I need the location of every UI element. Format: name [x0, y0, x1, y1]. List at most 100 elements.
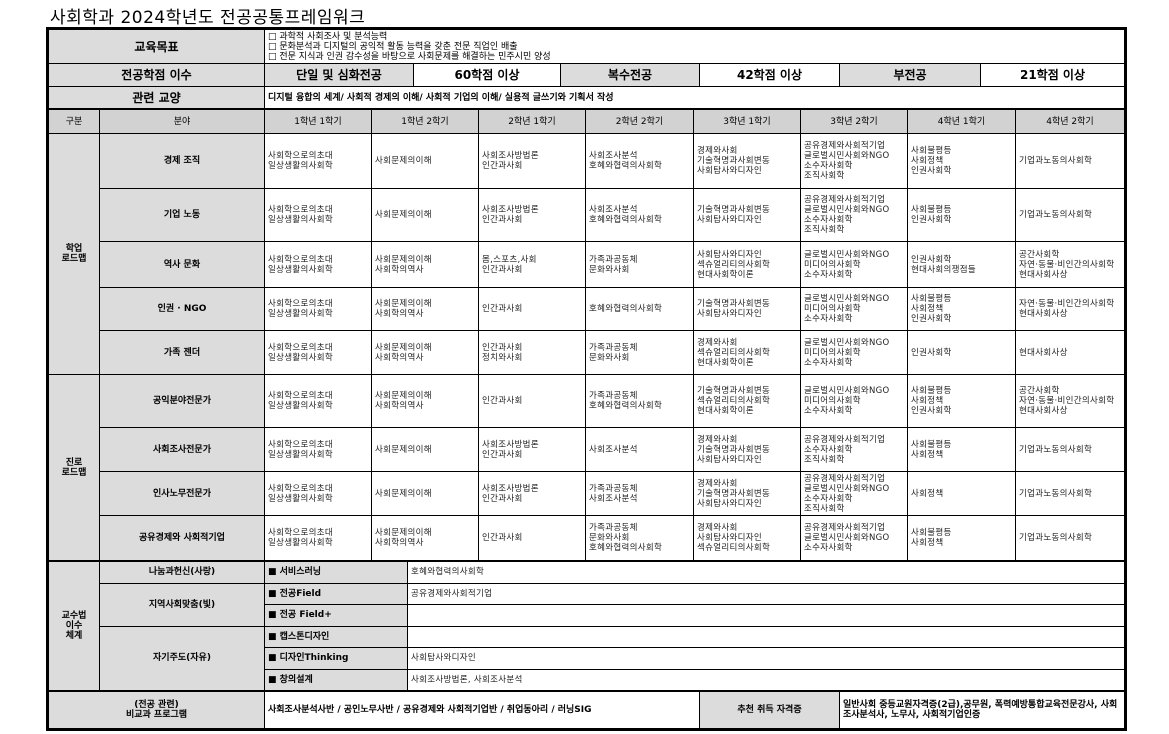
course-cell: 사회탐사와디자인 섹슈얼리티의사회학 현대사회학이론: [693, 241, 801, 288]
course-cell: 사회불평등 사회정책 인권사회학: [907, 133, 1016, 189]
course-cell: 공유경제와사회적기업 글로벌시민사회와NGO 소수자사회학 조직사회학: [800, 133, 908, 189]
course-cell: 기업과노동의사회학: [1015, 427, 1125, 472]
course-cell: 글로벌시민사회와NGO 미디어의사회학 소수자사회학: [800, 287, 908, 331]
course-cell: 경제와사회 섹슈얼리티의사회학 현대사회학이론: [693, 330, 801, 375]
course-cell: 몸,스포츠,사회 인간과사회: [478, 241, 586, 288]
course-cell: 사회문제의이해 사회학의역사: [371, 287, 479, 331]
course-cell: 사회불평등 사회정책: [907, 515, 1016, 561]
course-cell: 사회문제의이해 사회학의역사: [371, 241, 479, 288]
table-row: 사회조사전문가 사회학으로의초대 일상생활의사회학 사회문제의이해 사회조사방법론 인…: [49, 427, 1125, 472]
table-row: 학업 로드맵 경제 조직 사회학으로의초대 일상생활의사회학 사회문제의이해 사회조사방…: [48, 133, 1125, 375]
teaching-courses: 호혜와협력의사회학: [407, 561, 1125, 584]
course-cell: 사회불평등 인권사회학: [907, 188, 1016, 242]
course-cell: 사회문제의이해: [371, 133, 479, 189]
cert-label: 추천 취득 자격증: [699, 691, 840, 729]
credit-type: 부전공: [839, 63, 981, 87]
course-cell: 사회불평등 사회정책: [907, 427, 1016, 472]
table-row: 기업 노동 사회학으로의초대 일상생활의사회학 사회문제의이해 사회조사방법론 인간과…: [49, 188, 1125, 242]
course-cell: 사회문제의이해 사회학의역사: [371, 374, 479, 428]
column-header: 2학년 1학기: [478, 109, 586, 134]
course-cell: 기업과노동의사회학: [1015, 133, 1125, 189]
course-cell: 사회조사분석 호혜와협력의사회학: [585, 188, 694, 242]
course-cell: 호혜와협력의사회학: [585, 287, 694, 331]
course-cell: 사회학으로의초대 일상생활의사회학: [264, 241, 372, 288]
liberal-value: 디지털 융합의 세계/ 사회적 경제의 이해/ 사회적 기업의 이해/ 실용적 …: [264, 86, 1125, 109]
field-label: 기업 노동: [99, 188, 265, 242]
credit-type: 단일 및 심화전공: [264, 63, 414, 87]
section-label: 진로 로드맵: [48, 374, 100, 561]
course-cell: 가족과공동체 문화와사회: [585, 330, 694, 375]
teaching-table: 교수법 이수 체계 나눔과헌신(사랑) ■ 서비스러닝 호혜와협력의사회학 지역사회맞춤…: [48, 561, 1125, 691]
course-cell: 사회문제의이해: [371, 471, 479, 516]
goal-item: □ 문화분석과 디지털의 공익적 활동 능력을 갖춘 전문 직업인 배출: [268, 41, 518, 52]
column-header: 2학년 2학기: [585, 109, 694, 134]
table-row: 인사노무전문가 사회학으로의초대 일상생활의사회학 사회문제의이해 사회조사방법론 인…: [49, 471, 1125, 516]
extra-label: (전공 관련) 비교과 프로그램: [48, 691, 265, 729]
course-cell: 공유경제와사회적기업 소수자사회학 조직사회학: [800, 427, 908, 472]
teaching-method: ■ 디자인Thinking: [264, 647, 408, 670]
course-cell: 사회학으로의초대 일상생활의사회학: [264, 374, 372, 428]
field-label: 역사 문화: [99, 241, 265, 288]
course-cell: 사회조사분석: [585, 427, 694, 472]
course-cell: 공간사회학 자연·동물·비인간의사회학 현대사회사상: [1015, 374, 1125, 428]
teaching-label: 교수법 이수 체계: [48, 561, 100, 691]
course-cell: 글로벌시민사회와NGO 미디어의사회학 소수자사회학: [800, 241, 908, 288]
table-row: 가족 젠더 사회학으로의초대 일상생활의사회학 사회문제의이해 사회학의역사 인간과사…: [49, 330, 1125, 375]
course-cell: 글로벌시민사회와NGO 미디어의사회학 소수자사회학: [800, 330, 908, 375]
course-cell: 사회학으로의초대 일상생활의사회학: [264, 287, 372, 331]
column-header: 분야: [99, 109, 265, 134]
field-label: 사회조사전문가: [99, 427, 265, 472]
teaching-method: ■ 전공 Field+: [264, 604, 408, 627]
course-cell: 가족과공동체 문화와사회: [585, 241, 694, 288]
course-cell: 사회불평등 사회정책 인권사회학: [907, 287, 1016, 331]
course-cell: 사회문제의이해: [371, 188, 479, 242]
course-cell: 가족과공동체 사회조사분석: [585, 471, 694, 516]
teaching-courses: [407, 625, 1125, 648]
course-cell: 사회조사방법론 인간과사회: [478, 471, 586, 516]
course-cell: 사회문제의이해 사회학의역사: [371, 515, 479, 561]
credits-label: 전공학점 이수: [48, 63, 265, 87]
course-cell: 기술혁명과사회변동 사회탐사와디자인: [693, 188, 801, 242]
column-header: 구분: [48, 109, 100, 134]
liberal-label: 관련 교양: [48, 86, 265, 109]
teaching-courses: [407, 604, 1125, 627]
table-row: 공유경제와 사회적기업 사회학으로의초대 일상생활의사회학 사회문제의이해 사회학의…: [49, 515, 1125, 561]
course-cell: 기업과노동의사회학: [1015, 471, 1125, 516]
table-row: 진로 로드맵 공익분야전문가 사회학으로의초대 일상생활의사회학 사회문제의이해 사회…: [48, 374, 1125, 561]
course-cell: 기술혁명과사회변동 섹슈얼리티의사회학 현대사회학이론: [693, 374, 801, 428]
goals-list: □ 과학적 사회조사 및 분석능력 □ 문화분석과 디지털의 공익적 활동 능력을…: [264, 29, 1125, 64]
table-row: 역사 문화 사회학으로의초대 일상생활의사회학 사회문제의이해 사회학의역사 몸,스포…: [49, 241, 1125, 288]
teaching-group: 나눔과헌신(사랑): [99, 561, 265, 584]
field-label: 공유경제와 사회적기업: [99, 515, 265, 561]
course-cell: 자연·동물·비인간의사회학 현대사회사상: [1015, 287, 1125, 331]
course-cell: 인간과사회: [478, 374, 586, 428]
course-cell: 사회조사방법론 인간과사회: [478, 427, 586, 472]
teaching-courses: 사회조사방법론, 사회조사분석: [407, 668, 1125, 691]
goals-label: 교육목표: [48, 29, 265, 64]
course-cell: 경제와사회 사회탐사와디자인 섹슈얼리티의사회학: [693, 515, 801, 561]
course-cell: 기술혁명과사회변동 사회탐사와디자인: [693, 287, 801, 331]
extra-table: (전공 관련) 비교과 프로그램 사회조사분석사반 / 공인노무사반 / 공유경…: [48, 691, 1125, 729]
summary-table: 교육목표 □ 과학적 사회조사 및 분석능력 □ 문화분석과 디지털의 공익적 활…: [48, 29, 1125, 109]
page-title: 사회학과 2024학년도 전공공통프레임워크: [50, 8, 366, 28]
course-cell: 사회학으로의초대 일상생활의사회학: [264, 515, 372, 561]
field-label: 인사노무전문가: [99, 471, 265, 516]
credit-type: 복수전공: [560, 63, 700, 87]
course-cell: 사회학으로의초대 일상생활의사회학: [264, 427, 372, 472]
course-cell: 사회정책: [907, 471, 1016, 516]
teaching-method: ■ 서비스러닝: [264, 561, 408, 584]
course-cell: 사회문제의이해 사회학의역사: [371, 330, 479, 375]
course-cell: 공유경제와사회적기업 글로벌시민사회와NGO 소수자사회학: [800, 515, 908, 561]
table-row: 인권 · NGO 사회학으로의초대 일상생활의사회학 사회문제의이해 사회학의역사 인…: [49, 287, 1125, 331]
course-cell: 사회불평등 사회정책 인권사회학: [907, 374, 1016, 428]
course-cell: 사회학으로의초대 일상생활의사회학: [264, 188, 372, 242]
column-header: 4학년 1학기: [907, 109, 1016, 134]
column-header: 1학년 2학기: [371, 109, 479, 134]
credit-value: 21학점 이상: [980, 63, 1125, 87]
field-label: 공익분야전문가: [99, 374, 265, 428]
course-cell: 사회학으로의초대 일상생활의사회학: [264, 330, 372, 375]
course-cell: 사회학으로의초대 일상생활의사회학: [264, 133, 372, 189]
section-label: 학업 로드맵: [48, 133, 100, 375]
course-cell: 사회조사방법론 인간과사회: [478, 188, 586, 242]
credit-value: 42학점 이상: [699, 63, 840, 87]
